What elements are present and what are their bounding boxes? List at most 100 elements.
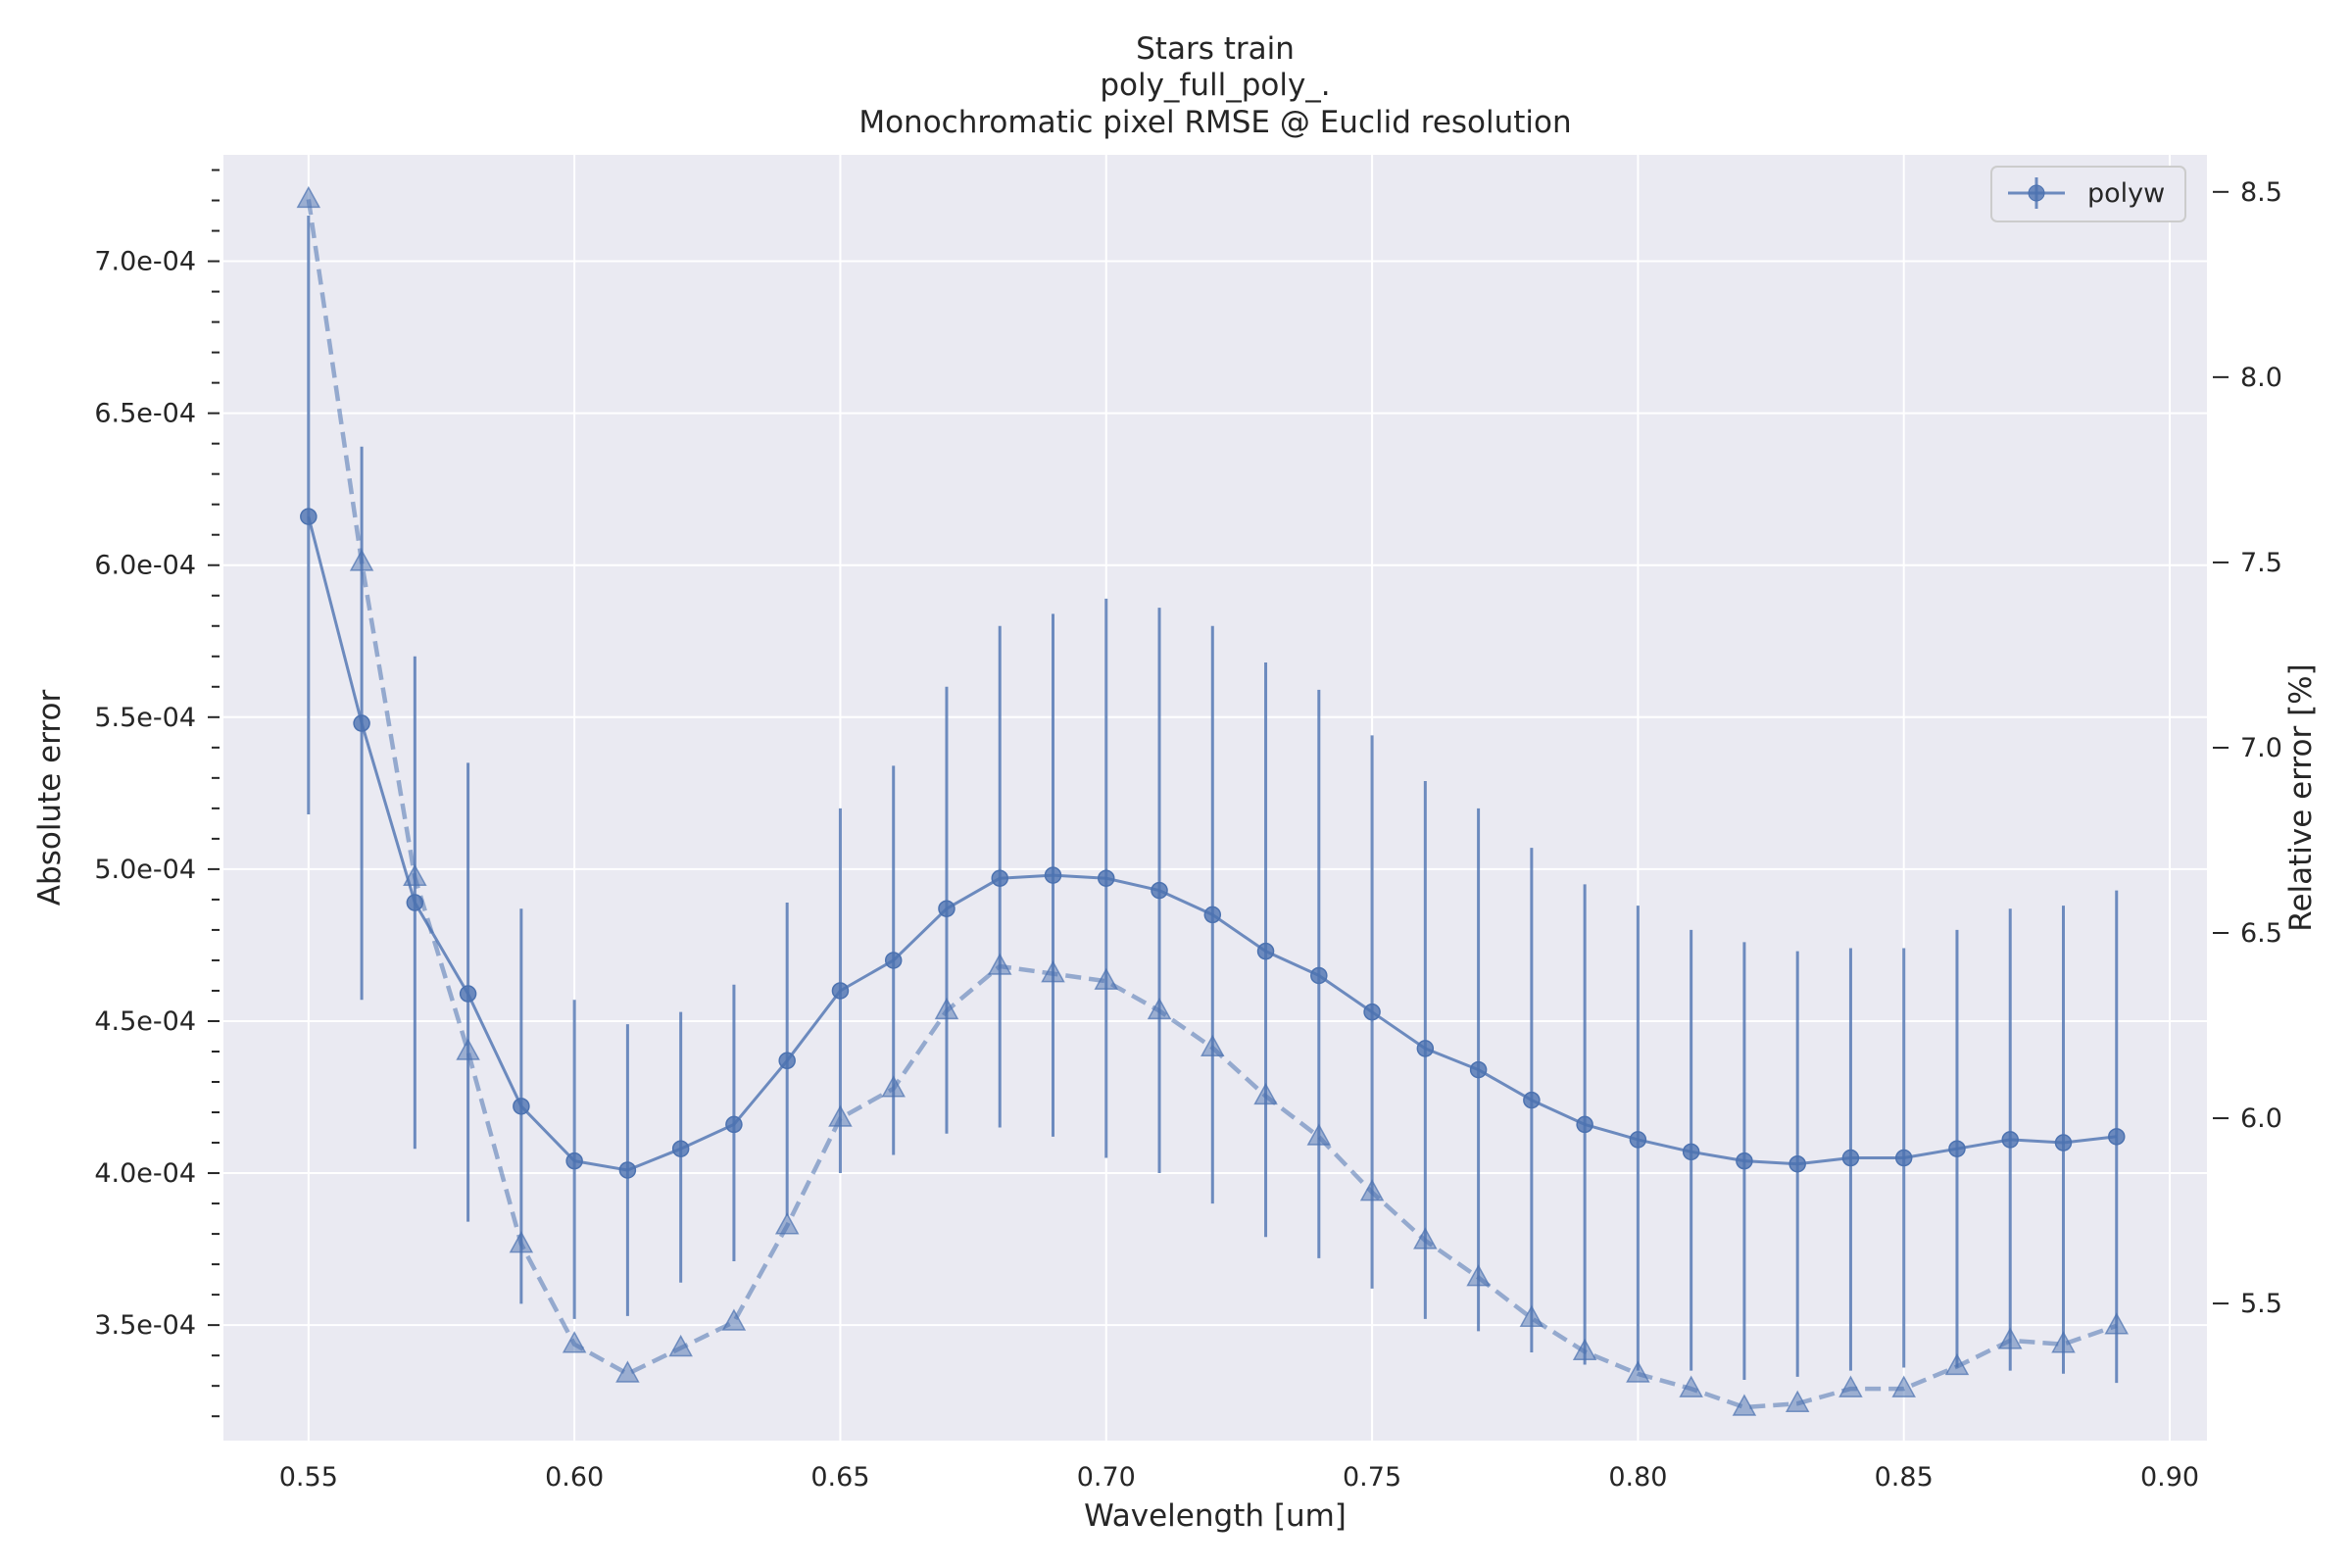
absolute-error-point	[1469, 1060, 1488, 1079]
x-tick-label: 0.90	[2140, 1462, 2199, 1493]
absolute-error-point	[1416, 1040, 1435, 1057]
absolute-error-point	[353, 714, 370, 732]
x-tick-label: 0.80	[1608, 1462, 1667, 1493]
relative-error-point	[509, 1231, 534, 1253]
relative-error-point	[1147, 997, 1172, 1020]
legend-box	[1990, 166, 2186, 222]
relative-error-point	[1094, 967, 1119, 990]
relative-error-point	[562, 1331, 587, 1353]
y2-axis-label: Relative error [%]	[2283, 663, 2319, 931]
x-tick-label: 0.65	[810, 1462, 869, 1493]
relative-error-point	[615, 1360, 640, 1383]
absolute-error-point	[778, 1052, 796, 1070]
relative-error-point	[349, 549, 374, 571]
y-tick-label: 3.5e-04	[94, 1310, 196, 1341]
absolute-error-point	[1948, 1140, 1966, 1157]
relative-error-point	[1679, 1375, 1703, 1397]
absolute-error-point	[1576, 1115, 1593, 1134]
y2-tick-label: 8.5	[2240, 177, 2282, 208]
title-line-1: Stars train	[1136, 31, 1295, 67]
relative-error-point	[1572, 1338, 1597, 1361]
absolute-error-point	[1788, 1154, 1806, 1173]
y-tick-label: 4.0e-04	[94, 1158, 196, 1189]
relative-error-point	[2051, 1331, 2076, 1353]
series-layer	[296, 185, 2130, 1416]
relative-error-point	[1785, 1390, 1810, 1412]
relative-error-point	[881, 1075, 906, 1098]
relative-error-point	[1466, 1264, 1491, 1287]
relative-error-point	[721, 1308, 747, 1331]
title-line-2: poly_full_poly_.	[1100, 68, 1330, 103]
relative-error-point	[987, 953, 1012, 975]
absolute-error-point	[459, 985, 477, 1003]
relative-error-point	[1306, 1123, 1332, 1146]
absolute-error-point	[1629, 1131, 1647, 1149]
x-tick-label: 0.55	[279, 1462, 338, 1493]
y2-tick-label: 5.5	[2240, 1289, 2282, 1319]
y2-tick-label: 7.0	[2240, 733, 2282, 763]
absolute-error-point	[938, 900, 956, 917]
absolute-error-point	[300, 508, 318, 525]
relative-error-point	[1626, 1360, 1650, 1383]
relative-error-point	[774, 1212, 800, 1235]
relative-error-point	[1359, 1179, 1385, 1201]
absolute-error-point	[725, 1115, 743, 1134]
relative-error-point	[296, 185, 321, 209]
relative-error-point	[1413, 1227, 1438, 1250]
relative-error-point	[456, 1038, 480, 1060]
absolute-error-point	[991, 869, 1008, 887]
relative-error-point	[1944, 1352, 1970, 1376]
y-tick-label: 5.5e-04	[94, 703, 196, 733]
absolute-error-point	[671, 1140, 690, 1157]
x-tick-label: 0.70	[1077, 1462, 1136, 1493]
relative-error-point	[828, 1104, 853, 1127]
legend-label: polyw	[2087, 178, 2165, 209]
absolute-error-point	[1203, 906, 1222, 924]
relative-error-point	[1732, 1394, 1757, 1416]
absolute-error-point	[2108, 1128, 2126, 1146]
relative-error-point	[2104, 1312, 2130, 1335]
relative-error-point	[403, 863, 427, 887]
y-tick-label: 5.0e-04	[94, 855, 196, 885]
legend-marker	[2028, 184, 2045, 202]
absolute-error-point	[1523, 1091, 1541, 1109]
absolute-error-point	[1736, 1152, 1753, 1170]
y2-tick-label: 8.0	[2240, 363, 2282, 393]
absolute-error-point	[1363, 1003, 1381, 1021]
y-tick-label: 4.5e-04	[94, 1006, 196, 1037]
absolute-error-point	[884, 952, 903, 969]
absolute-error-point	[831, 982, 850, 1000]
plot-background	[223, 155, 2207, 1441]
relative-error-point	[1997, 1327, 2023, 1349]
absolute-error-point	[1044, 866, 1062, 884]
absolute-error-point	[1310, 966, 1328, 985]
absolute-error-point	[1256, 942, 1275, 960]
x-tick-label: 0.85	[1875, 1462, 1934, 1493]
title-line-3: Monochromatic pixel RMSE @ Euclid resolu…	[858, 105, 1571, 140]
absolute-error-point	[2001, 1131, 2019, 1149]
absolute-error-point	[1151, 881, 1168, 900]
relative-error-point	[1519, 1304, 1544, 1327]
y2-tick-label: 6.0	[2240, 1103, 2282, 1134]
tick-layer: 0.55 0.60 0.65 0.70 0.75 0.80 0.85 0.90 3.5e-04 4…	[94, 169, 2282, 1493]
y2-tick-label: 6.5	[2240, 918, 2282, 949]
y-tick-label: 6.0e-04	[94, 551, 196, 581]
gridlines	[223, 155, 2207, 1441]
relative-error-point	[1200, 1034, 1225, 1056]
y-tick-label: 7.0e-04	[94, 247, 196, 277]
absolute-error-point	[565, 1152, 583, 1170]
y-axis-label: Absolute error	[32, 690, 68, 906]
absolute-error-point	[1841, 1149, 1860, 1167]
relative-error-point	[1838, 1375, 1863, 1397]
absolute-error-point	[1682, 1143, 1700, 1161]
absolute-error-point	[513, 1098, 530, 1115]
chart-title: Stars train poly_full_poly_. Monochromat…	[858, 31, 1571, 140]
relative-error-point	[934, 997, 959, 1020]
relative-error-point	[1253, 1082, 1278, 1105]
relative-error-point	[1891, 1375, 1916, 1397]
relative-error-point	[1041, 960, 1065, 983]
absolute-error-point	[1894, 1149, 1913, 1167]
legend: polyw	[1990, 166, 2186, 222]
absolute-error-point	[618, 1161, 637, 1179]
